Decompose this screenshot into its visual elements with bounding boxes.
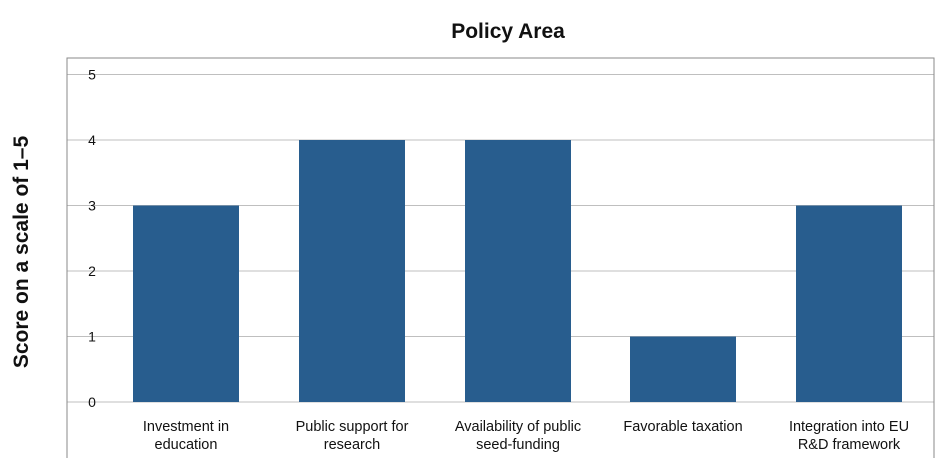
plot-frame [66,57,935,463]
y-tick-label: 4 [88,132,96,148]
bars [133,140,902,402]
bar [796,205,902,402]
x-category-label: Investment in education [143,419,229,453]
y-tick-labels: 0 1 2 3 4 5 [88,67,96,411]
bar [299,140,405,402]
x-category-label: Integration into EU R&D framework [789,419,909,453]
y-tick-label: 3 [88,198,96,214]
x-category-label: Availability of public seed-funding [455,419,581,453]
x-category-label: Favorable taxation [623,419,742,435]
bar [465,140,571,402]
x-category-label: Public support for research [296,419,409,453]
y-axis-title: Score on a scale of 1–5 [10,136,33,369]
y-tick-label: 5 [88,67,96,83]
chart-title: Policy Area [451,20,565,43]
y-tick-label: 1 [88,329,96,345]
y-tick-label: 2 [88,263,96,279]
bar [133,205,239,402]
bar [630,336,736,402]
x-category-labels: Investment in education Public support for… [143,419,909,453]
y-tick-label: 0 [88,394,96,410]
